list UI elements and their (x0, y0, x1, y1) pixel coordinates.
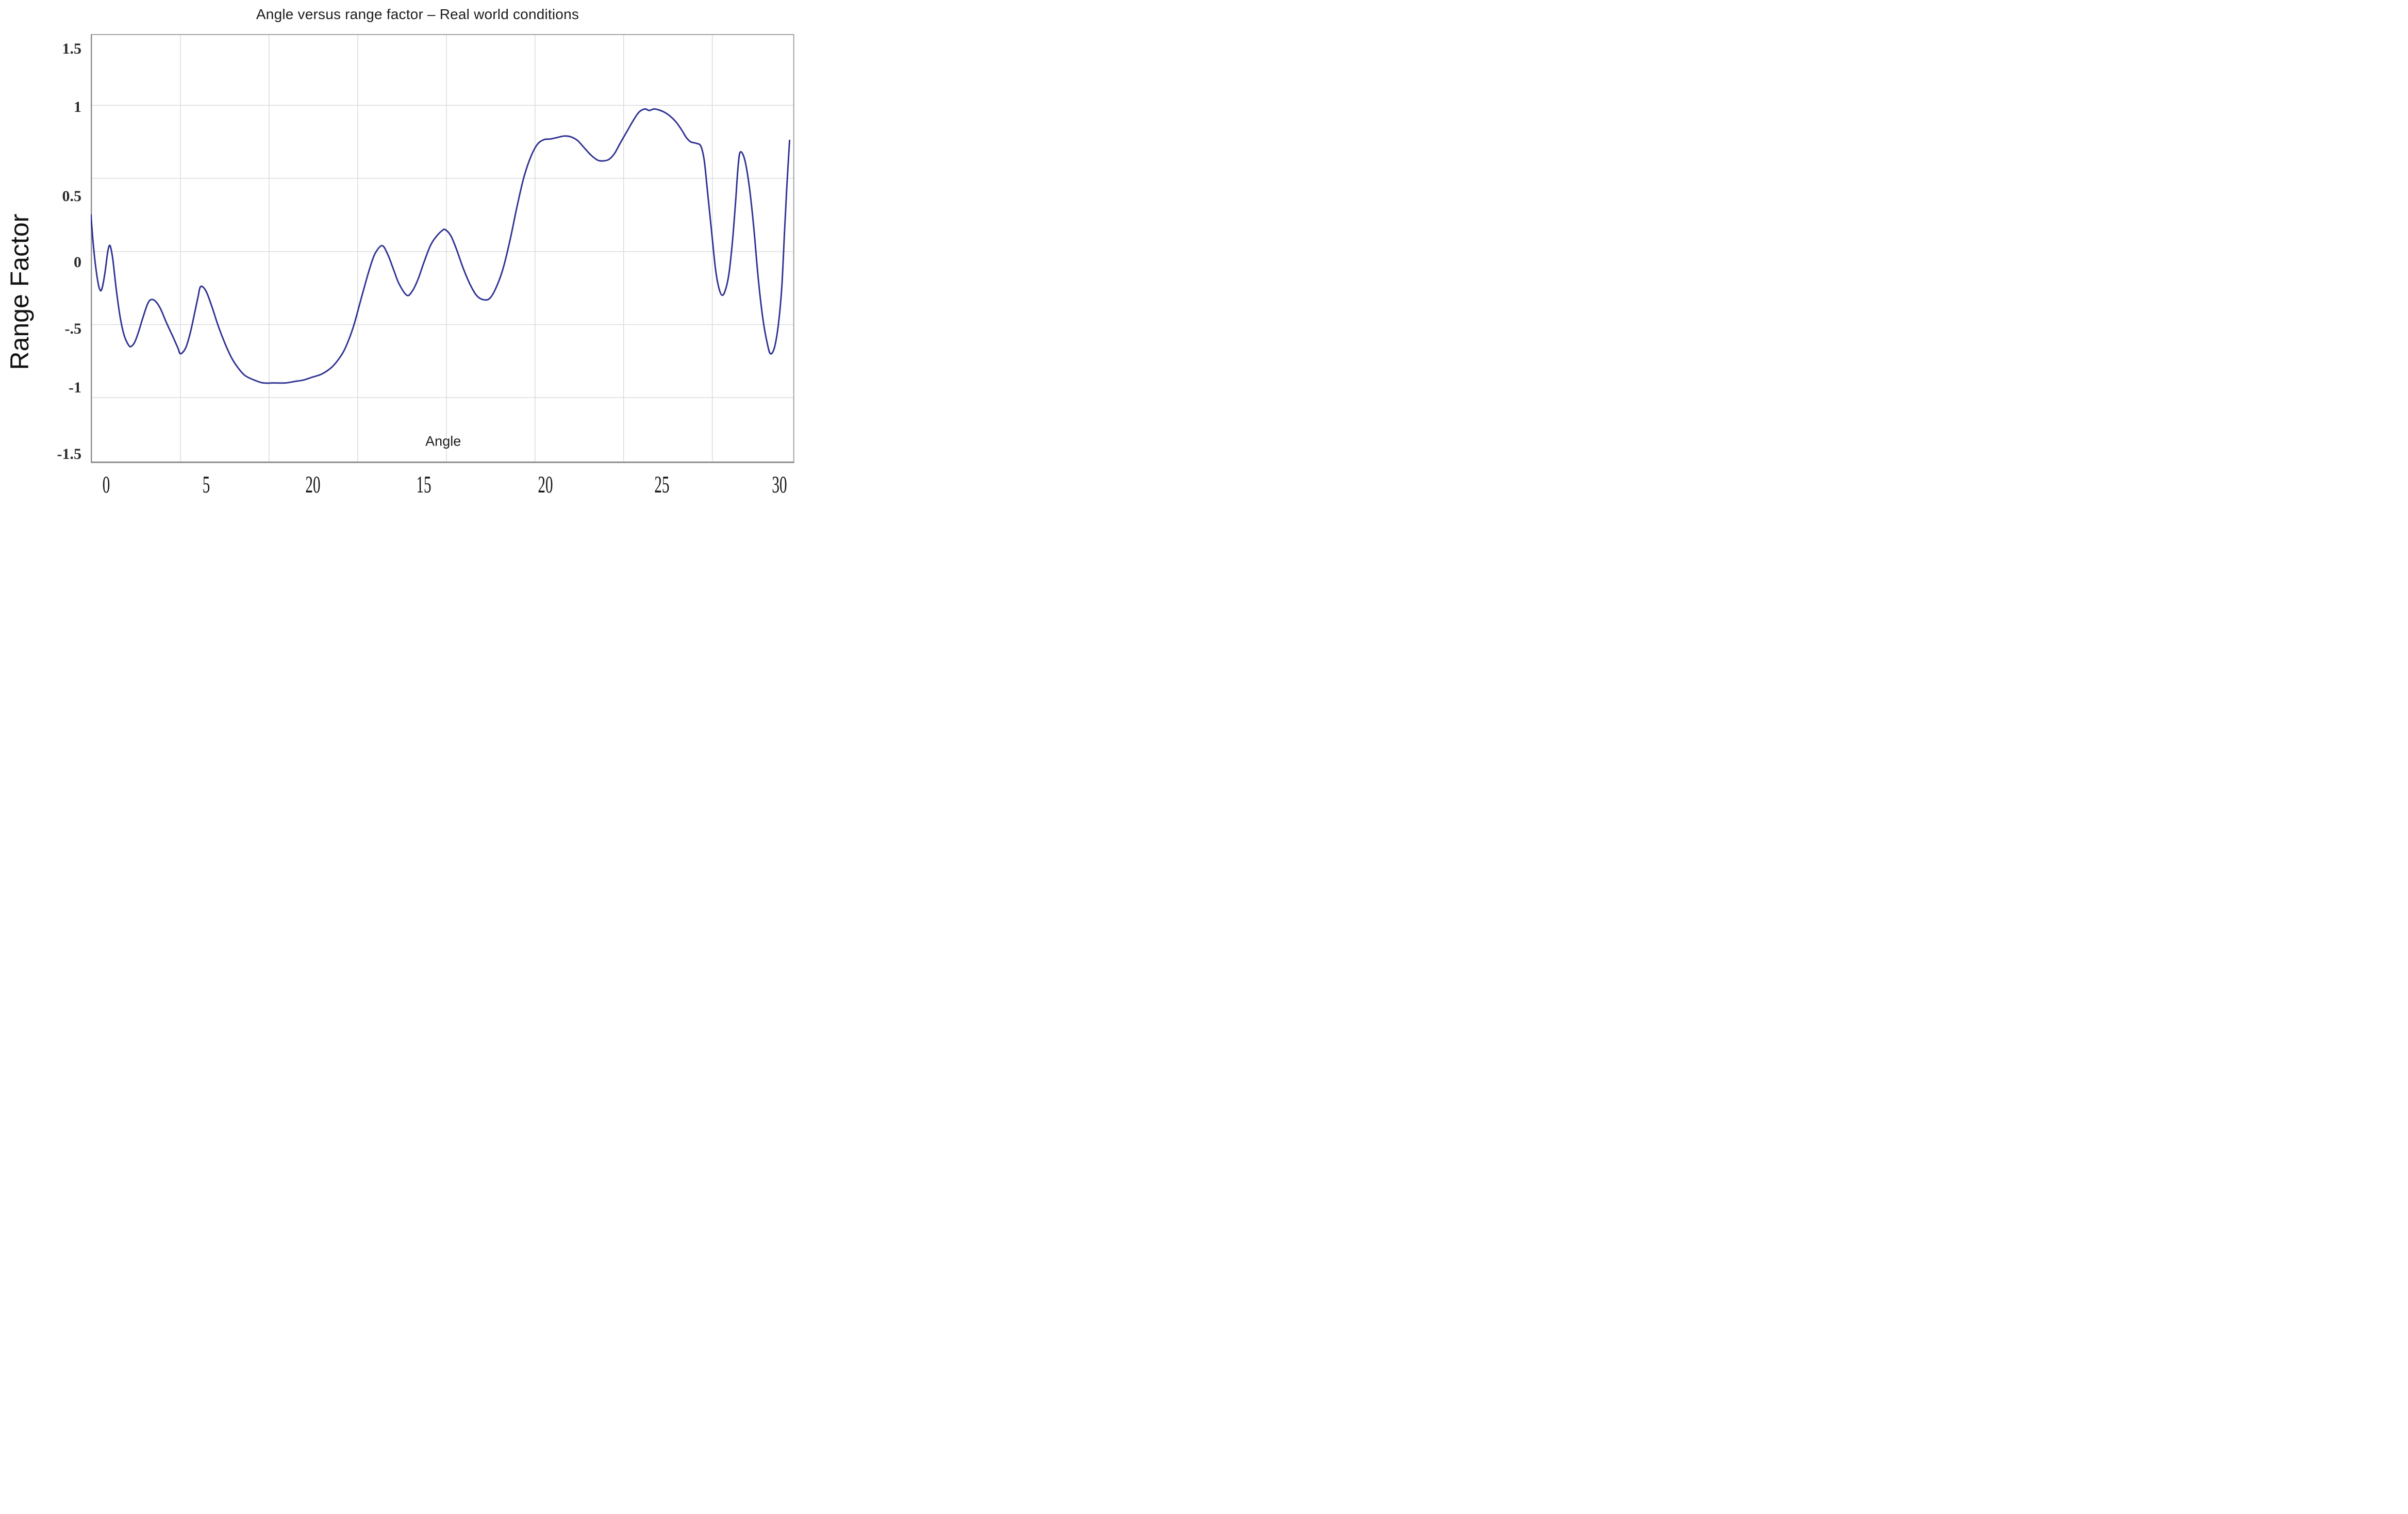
x-tick-label: 20 (305, 471, 321, 498)
x-tick-label: 20 (538, 471, 553, 498)
x-tick-label: 5 (202, 471, 210, 498)
plot-border (91, 34, 794, 464)
y-tick-label: 1.5 (62, 40, 82, 57)
y-tick-label: -1 (69, 378, 81, 396)
x-tick-label: 0 (102, 471, 110, 498)
x-tick-label: 15 (416, 471, 431, 498)
gridlines (91, 34, 794, 464)
y-tick-label: 1 (74, 98, 81, 116)
y-axis-title: Range Factor (5, 213, 34, 370)
y-tick-label: -1.5 (57, 446, 82, 463)
range-factor-curve (91, 108, 791, 384)
plot-area (91, 34, 794, 464)
x-tick-label: 30 (772, 471, 787, 498)
x-tick-label: 25 (654, 471, 670, 498)
y-tick-label: 0.5 (62, 188, 82, 205)
chart-title: Angle versus range factor – Real world c… (256, 6, 579, 22)
y-tick-label: 0 (74, 254, 81, 271)
x-axis-title: Angle (425, 433, 461, 449)
y-tick-label: -.5 (64, 320, 82, 338)
chart-page: Angle versus range factor – Real world c… (0, 0, 803, 505)
